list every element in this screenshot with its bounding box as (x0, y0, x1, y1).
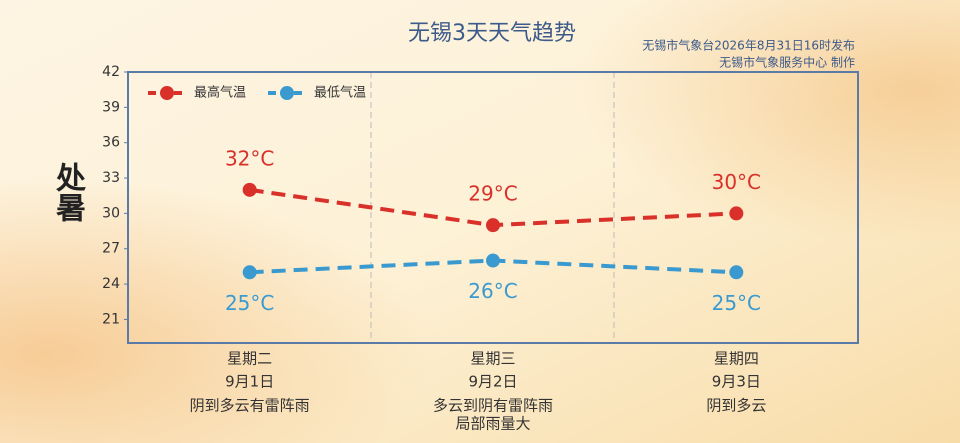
weather-label: 局部雨量大 (455, 415, 530, 433)
y-tick-label: 30 (102, 205, 120, 221)
legend-label: 最低气温 (314, 85, 366, 101)
weather-label: 阴到多云有雷阵雨 (190, 397, 310, 415)
y-tick-label: 36 (102, 135, 120, 151)
point (486, 253, 500, 268)
legend-label: 最高气温 (194, 85, 246, 101)
x-tick-label: 星期三 (470, 350, 515, 368)
plot-frame (127, 71, 859, 344)
value-label: 29°C (468, 182, 517, 206)
value-label: 25°C (225, 291, 274, 315)
decoration-text: 处暑 (50, 162, 87, 222)
date-label: 9月3日 (712, 373, 761, 391)
x-tick-label: 星期四 (714, 350, 759, 368)
point (242, 182, 257, 197)
value-label: 26°C (468, 279, 517, 303)
point (729, 206, 744, 221)
value-label: 30°C (712, 170, 761, 194)
point (242, 265, 257, 280)
y-tick-label: 21 (102, 311, 120, 327)
y-tick-label: 24 (102, 276, 120, 292)
y-tick-label: 39 (102, 99, 120, 115)
value-label: 25°C (712, 291, 761, 315)
date-label: 9月1日 (225, 373, 274, 391)
chart-title: 无锡3天天气趋势 (408, 21, 576, 46)
weather-label: 多云到阴有雷阵雨 (433, 397, 553, 415)
x-tick-label: 星期二 (227, 350, 272, 368)
point (729, 265, 744, 280)
subtitle: 无锡市气象服务中心 制作 (719, 55, 855, 70)
y-tick-label: 42 (102, 64, 120, 80)
legend-marker (160, 86, 174, 100)
point (486, 218, 500, 233)
date-label: 9月2日 (468, 373, 517, 391)
y-tick-label: 33 (102, 170, 120, 186)
weather-label: 阴到多云 (706, 397, 766, 415)
value-label: 32°C (225, 146, 274, 170)
y-tick-label: 27 (102, 241, 120, 257)
legend-marker (280, 86, 294, 100)
subtitle: 无锡市气象台2026年8月31日16时发布 (642, 38, 855, 53)
